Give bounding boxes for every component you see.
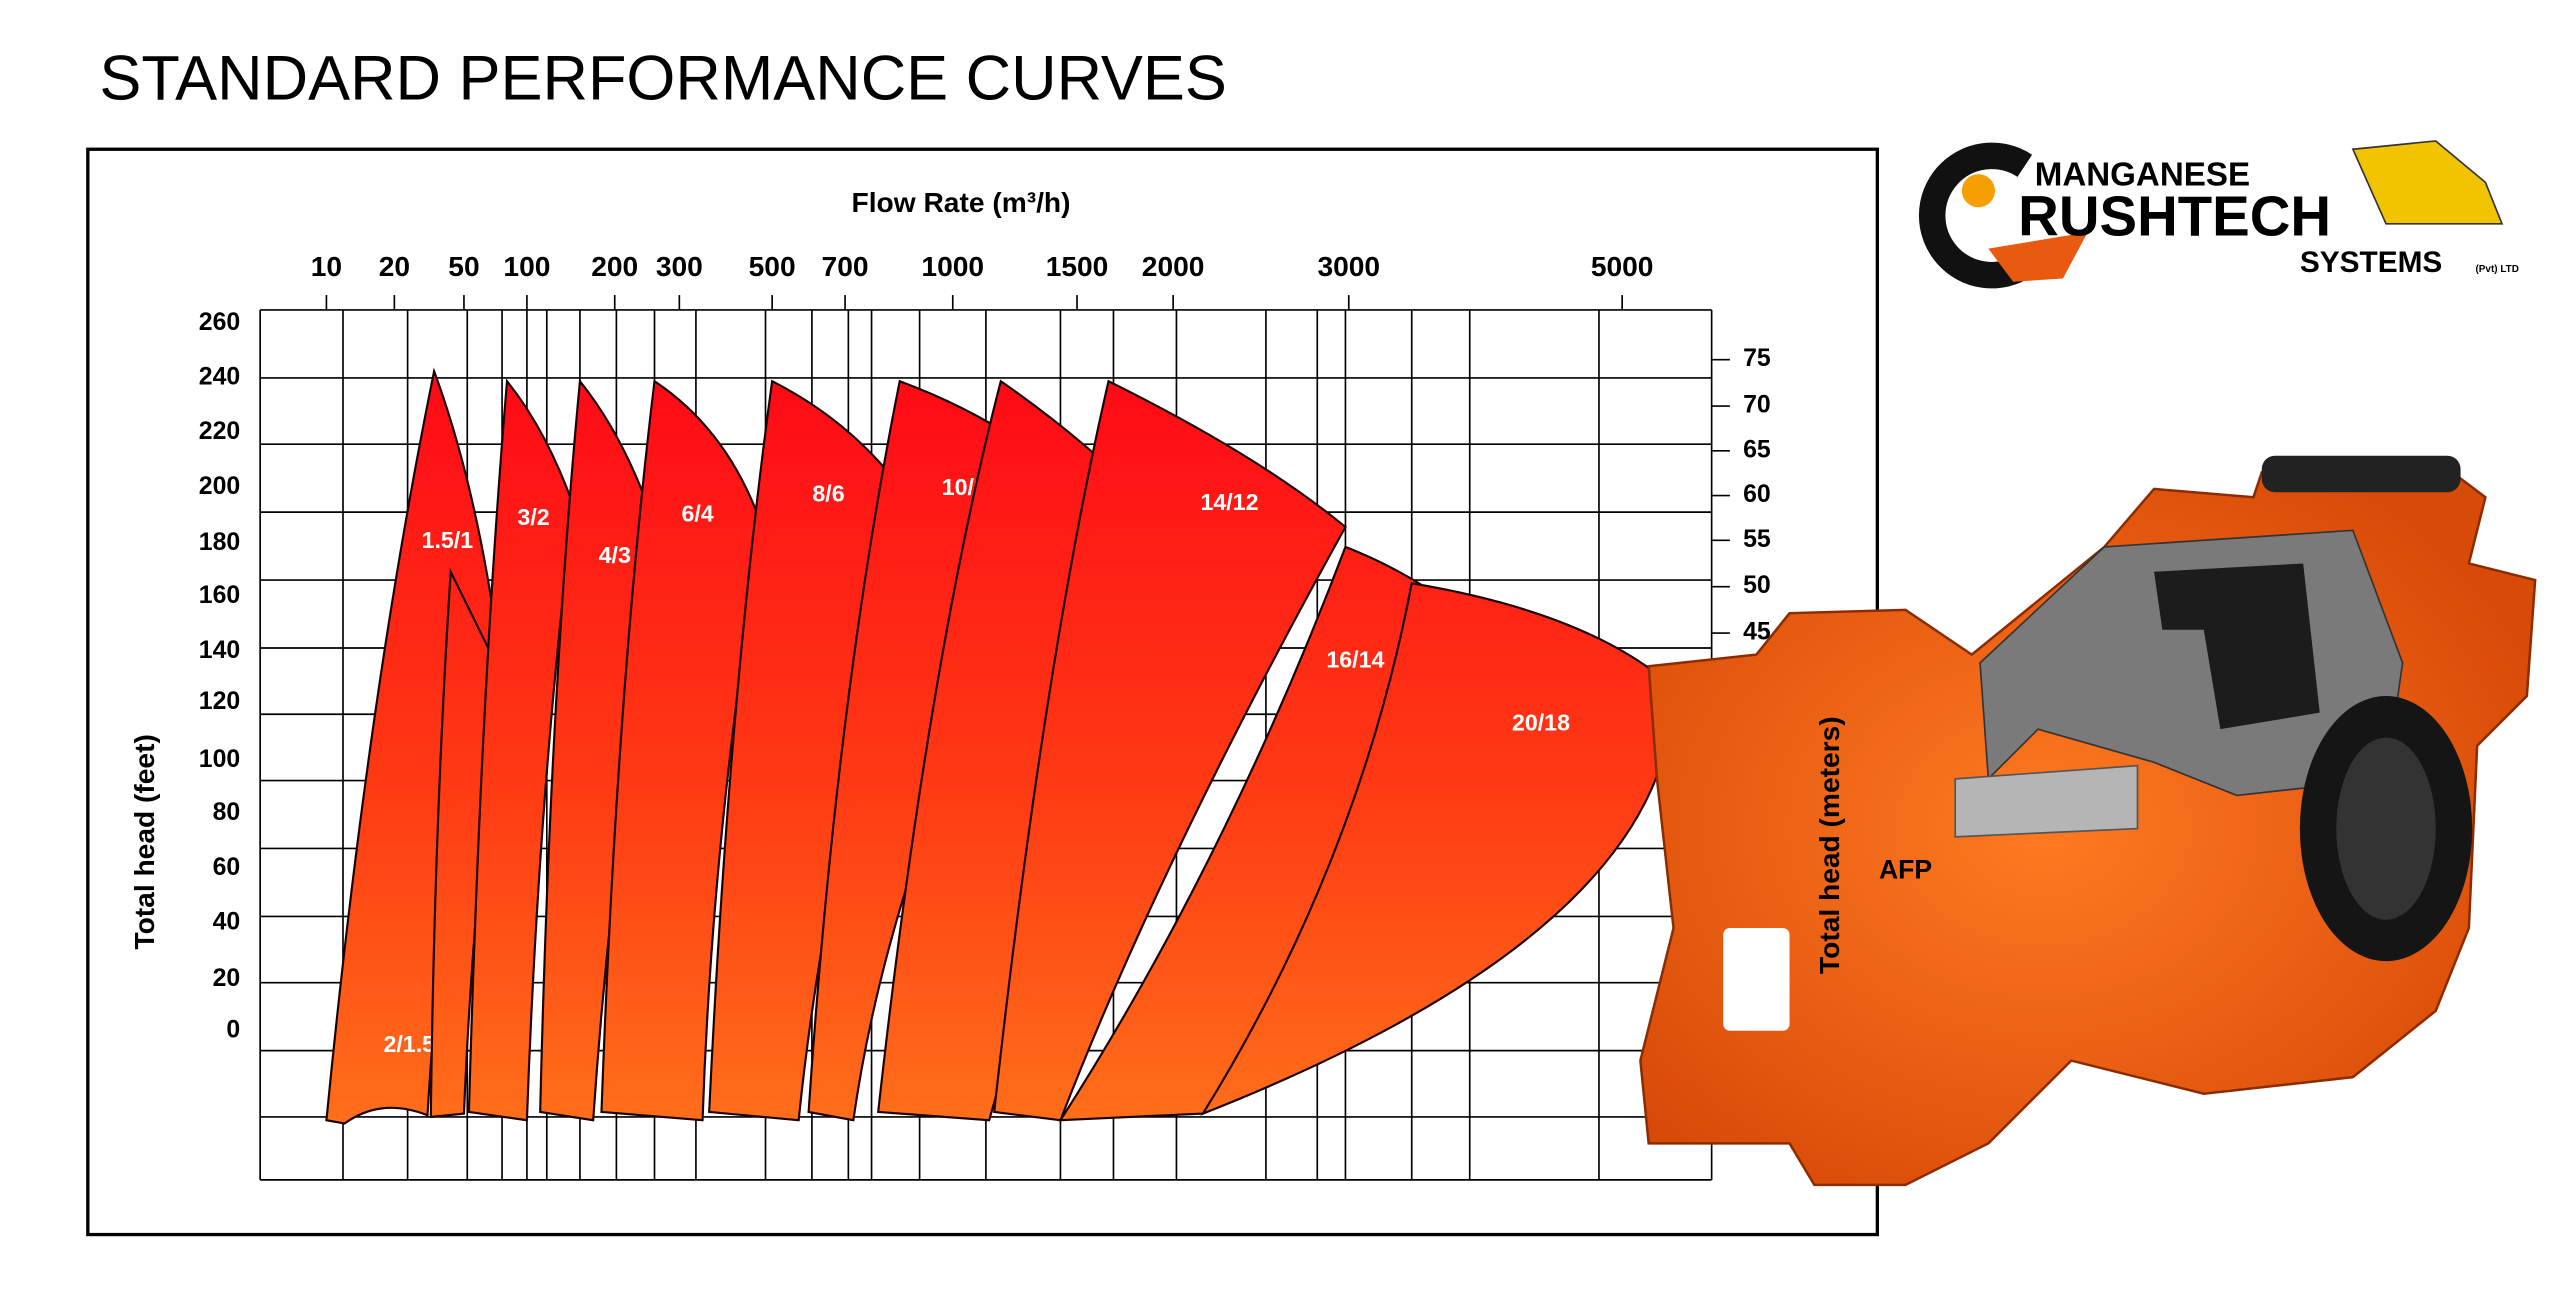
curve-region [992,379,1347,1122]
region-label: 20/18 [1512,709,1570,735]
y-tick-label: 160 [199,582,240,609]
y2-tick-label: 70 [1743,392,1771,419]
region-label: 1.5/1 [422,527,474,553]
y2-axis-label: Total head (meters) [1814,716,1845,974]
x-tick-label: 20 [379,251,410,282]
y2-tick-label: 60 [1743,481,1771,508]
region-label: 2/1.5 [383,1031,435,1057]
x-tick-label: 700 [822,251,869,282]
curve-region [1200,582,1675,1116]
logo-suffix: (Pvt) LTD [2475,264,2518,275]
region-label: 14/12 [1200,489,1258,515]
region-label: 3/2 [517,504,549,530]
pump-illustration: AFP [1639,455,2537,1187]
region-label: 6/4 [681,501,713,527]
y-tick-label: 180 [199,529,240,556]
logo-top: MANGANESE [2035,157,2250,194]
y-tick-label: 120 [199,688,240,715]
y-tick-label: 40 [213,909,241,936]
y-tick-label: 20 [213,965,241,992]
y2-tick-label: 55 [1743,526,1771,553]
curve-region [325,367,504,1125]
pump-mark: AFP [1879,854,1932,884]
y-axis-label: Total head (feet) [129,734,160,949]
y-tick-label: 140 [199,637,240,664]
y-tick-label: 60 [213,854,241,881]
y-tick-label: 80 [213,799,241,826]
x-tick-label: 50 [448,251,479,282]
region-label: 16/14 [1326,646,1384,672]
logo: MANGANESE RUSHTECH SYSTEMS (Pvt) LTD [1918,140,2519,289]
curve-region [600,379,764,1122]
x-tick-label: 10 [311,251,342,282]
y2-tick-label: 75 [1743,345,1771,372]
curve-regions: 2/1.51.5/13/24/36/48/610/812/1014/1216/1… [325,367,1675,1125]
y-tick-label: 100 [199,746,240,773]
logo-main: RUSHTECH [2018,184,2331,247]
page-title: STANDARD PERFORMANCE CURVES [99,44,1226,114]
y-tick-label: 220 [199,418,240,445]
x-tick-label: 1500 [1046,251,1109,282]
y-tick-label: 260 [199,309,240,336]
x-tick-label: 300 [656,251,703,282]
x-tick-label: 100 [503,251,550,282]
x-tick-label: 1000 [921,251,984,282]
y2-tick-label: 65 [1743,436,1771,463]
region-label: 4/3 [599,542,631,568]
x-tick-label: 500 [749,251,796,282]
x-tick-label: 200 [591,251,638,282]
y-tick-label: 0 [226,1016,240,1043]
y-tick-label: 200 [199,473,240,500]
y-tick-label: 240 [199,363,240,390]
y2-tick-label: 50 [1743,572,1771,599]
x-tick-label: 2000 [1142,251,1205,282]
region-label: 8/6 [812,481,844,507]
x-tick-label: 3000 [1317,251,1380,282]
curve-region [467,378,575,1122]
logo-bottom: SYSTEMS [2300,246,2442,279]
x-tick-label: 5000 [1591,251,1654,282]
x-axis-label: Flow Rate (m³/h) [852,187,1071,218]
